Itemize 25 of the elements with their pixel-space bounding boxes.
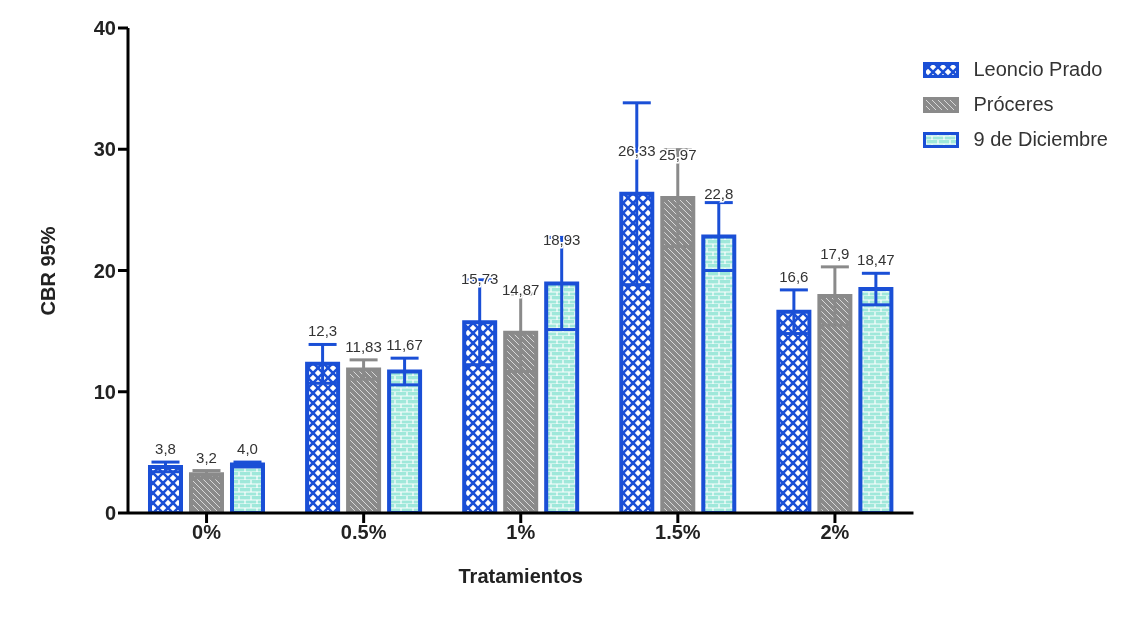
data-label: 4,0 (237, 440, 258, 458)
legend-label: Próceres (973, 93, 1054, 116)
y-tick-label: 20 (93, 259, 116, 282)
legend-label: 9 de Diciembre (973, 128, 1108, 151)
legend-label: Leoncio Prado (973, 58, 1103, 81)
y-tick-label: 30 (93, 138, 116, 161)
y-axis-title: CBR 95% (37, 226, 60, 316)
x-axis-title: Tratamientos (458, 565, 583, 587)
data-label: 22,8 (704, 184, 734, 202)
y-tick-label: 40 (93, 17, 116, 40)
data-label: 3,2 (196, 448, 217, 466)
x-tick-label: 1% (506, 521, 536, 544)
x-tick-label: 0.5% (340, 521, 387, 544)
x-tick-label: 0% (192, 521, 222, 544)
y-tick-label: 0 (104, 502, 116, 525)
data-label: 11,83 (345, 337, 382, 355)
data-label: 12,3 (307, 322, 338, 340)
data-label: 18,47 (857, 251, 895, 269)
x-tick-label: 2% (820, 521, 850, 544)
x-tick-label: 1.5% (655, 521, 701, 544)
y-tick-label: 10 (93, 380, 116, 403)
data-label: 17,9 (820, 244, 850, 262)
data-label: 11,67 (386, 336, 423, 354)
data-label: 16,6 (779, 267, 809, 285)
data-label: 3,8 (155, 440, 176, 458)
